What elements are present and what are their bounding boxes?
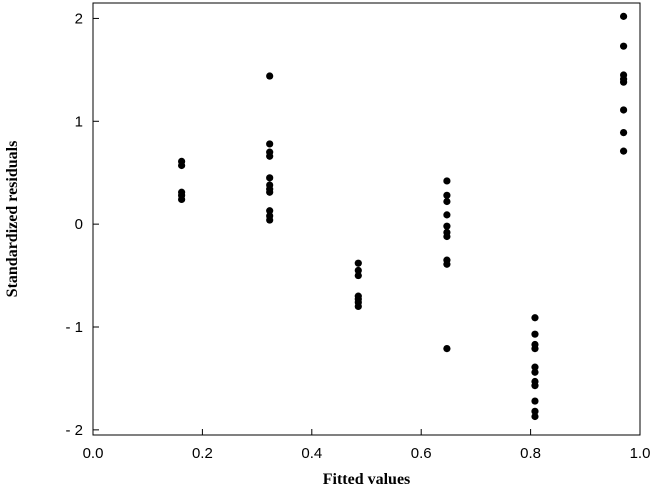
data-point	[354, 259, 362, 267]
x-tick-label: 0.4	[301, 445, 322, 462]
data-point	[619, 147, 628, 155]
data-point	[266, 207, 274, 215]
data-point	[531, 407, 539, 415]
x-tick-label: 0.0	[83, 445, 104, 462]
data-point	[266, 216, 274, 224]
data-point	[178, 195, 186, 204]
data-point	[178, 161, 186, 170]
data-point	[266, 188, 274, 196]
data-point	[619, 106, 628, 114]
x-tick-label: 1.0	[630, 445, 650, 462]
data-point	[443, 222, 451, 230]
data-point	[531, 363, 539, 371]
data-point	[443, 177, 451, 185]
data-point	[619, 78, 628, 86]
data-point	[531, 345, 539, 353]
x-tick-label: 0.8	[520, 445, 541, 462]
x-tick-label: 0.2	[192, 445, 213, 462]
y-tick-label: - 1	[65, 319, 83, 336]
data-point	[354, 271, 362, 280]
x-tick-label: 0.6	[411, 445, 432, 462]
data-point	[266, 72, 274, 80]
data-point	[619, 42, 628, 50]
data-point	[443, 232, 451, 241]
data-point	[443, 345, 451, 353]
data-point	[531, 397, 539, 405]
data-point	[266, 140, 274, 148]
data-point	[443, 211, 451, 219]
data-point	[531, 412, 539, 421]
data-point	[619, 129, 628, 137]
y-axis-ticks: - 2 - 1 0 1 2	[65, 10, 99, 439]
data-point	[443, 260, 451, 268]
scatter-points	[178, 12, 628, 421]
data-point	[266, 152, 274, 160]
y-tick-label: 2	[75, 10, 83, 27]
data-point	[354, 302, 362, 311]
data-point	[531, 382, 539, 390]
data-point	[531, 368, 539, 376]
data-point	[531, 330, 539, 338]
y-tick-label: 1	[75, 113, 83, 130]
x-axis-ticks: 0.0 0.2 0.4 0.6 0.8 1.0	[83, 429, 650, 462]
y-tick-label: 0	[75, 216, 83, 233]
data-point	[443, 191, 451, 199]
y-axis-title: Standardized residuals	[4, 141, 21, 298]
data-point	[354, 266, 362, 275]
data-point	[619, 12, 628, 20]
y-tick-label: - 2	[65, 422, 83, 439]
plot-frame	[92, 2, 641, 436]
data-point	[266, 174, 274, 182]
x-axis-title: Fitted values	[323, 471, 411, 488]
data-point	[531, 314, 539, 322]
data-point	[443, 197, 451, 206]
